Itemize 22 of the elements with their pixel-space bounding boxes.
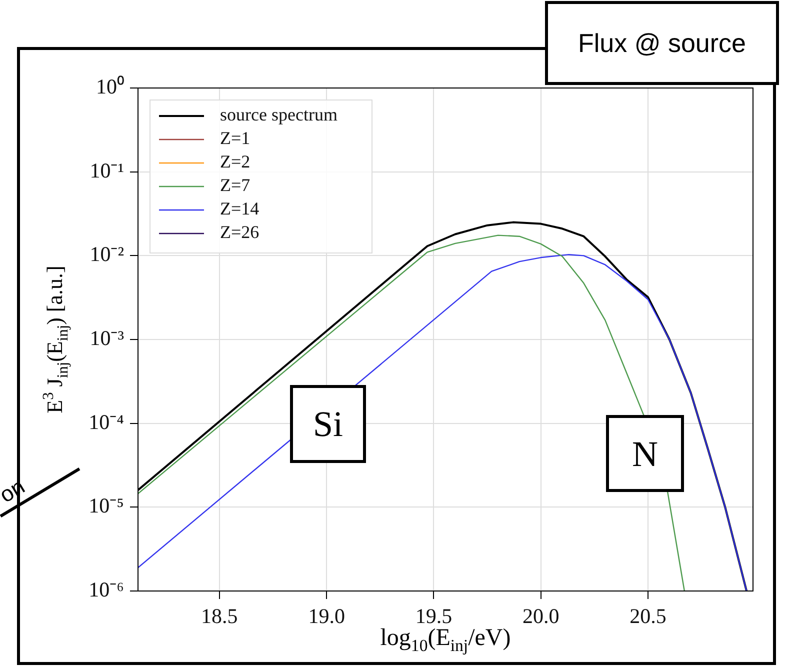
legend-label: Z=14 — [220, 198, 260, 219]
x-tick-label: 20.0 — [522, 604, 560, 628]
x-tick-label: 20.5 — [630, 604, 666, 628]
y-tick-label: 10⁻² — [90, 242, 124, 266]
y-tick-label: 10⁻⁵ — [88, 494, 124, 518]
y-tick-label: 10⁻³ — [90, 326, 124, 350]
annotation: Si — [290, 385, 366, 463]
y-axis-title: E3 Jinj(Einj) [a.u.] — [40, 266, 72, 414]
chart-title: Flux @ source — [545, 1, 779, 85]
legend-label: Z=1 — [220, 128, 250, 148]
y-tick-label: 10⁻¹ — [90, 158, 124, 182]
y-tick-label: 10⁻⁶ — [88, 578, 124, 602]
x-tick-label: 19.5 — [415, 604, 452, 628]
legend-label: Z=2 — [220, 152, 250, 172]
x-tick-label: 18.5 — [201, 604, 238, 628]
legend-label: source spectrum — [220, 104, 338, 125]
x-tick-label: 19.0 — [308, 604, 345, 628]
y-tick-label: 10⁻⁴ — [88, 410, 124, 434]
y-tick-label: 10⁰ — [96, 74, 124, 99]
legend-label: Z=7 — [220, 175, 250, 196]
legend-label: Z=26 — [220, 222, 260, 242]
annotation: N — [606, 415, 684, 492]
